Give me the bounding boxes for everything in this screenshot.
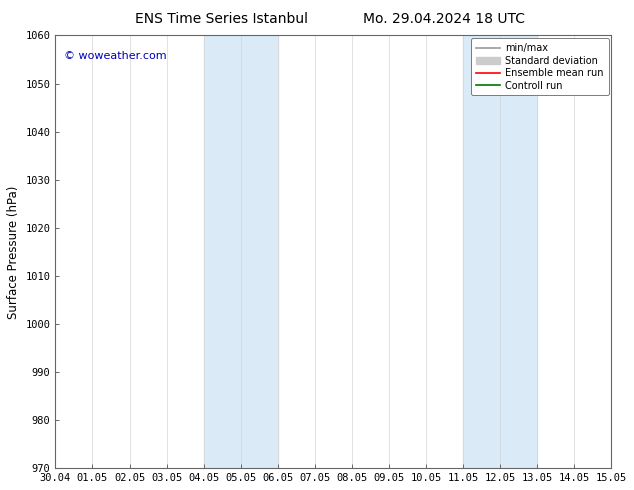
Text: Mo. 29.04.2024 18 UTC: Mo. 29.04.2024 18 UTC: [363, 12, 525, 26]
Bar: [463, 35, 537, 468]
Legend: min/max, Standard deviation, Ensemble mean run, Controll run: min/max, Standard deviation, Ensemble me…: [471, 38, 609, 96]
Text: © woweather.com: © woweather.com: [63, 50, 166, 61]
Text: ENS Time Series Istanbul: ENS Time Series Istanbul: [136, 12, 308, 26]
Y-axis label: Surface Pressure (hPa): Surface Pressure (hPa): [7, 185, 20, 318]
Bar: [204, 35, 278, 468]
